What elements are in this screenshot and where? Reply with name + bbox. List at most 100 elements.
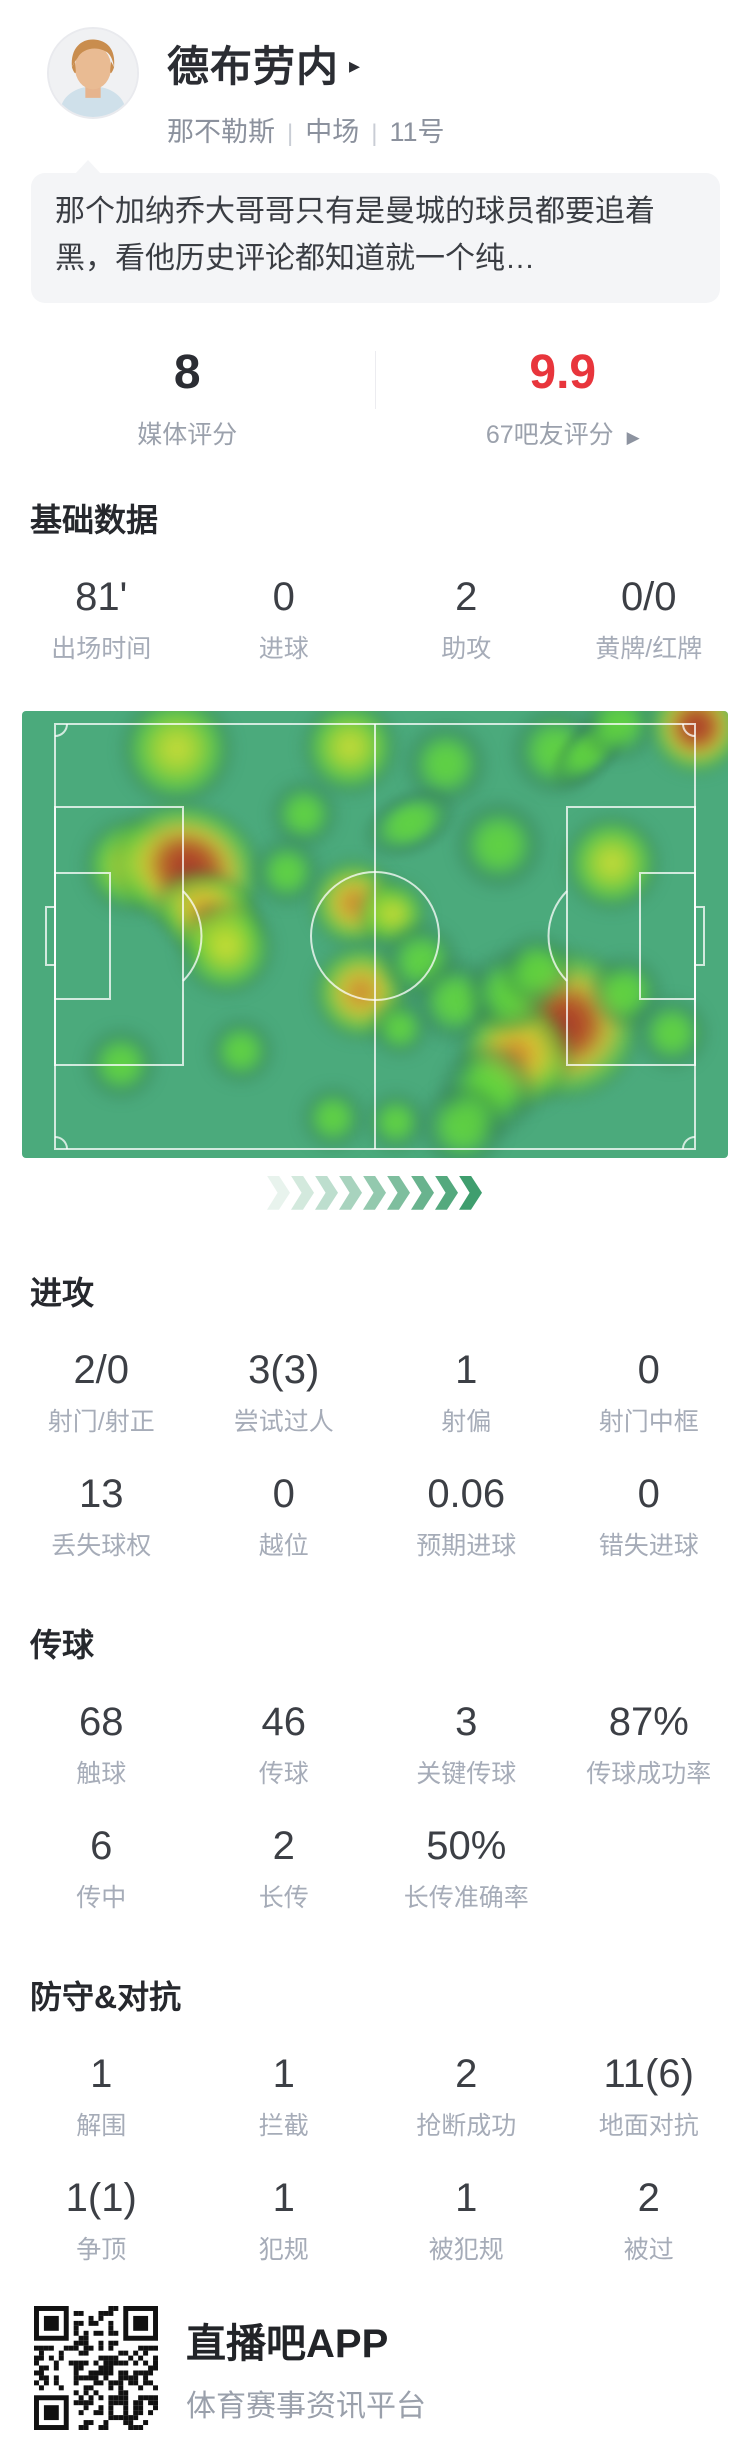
stat-label: 地面对抗 — [558, 2106, 741, 2142]
stat-label: 解围 — [10, 2106, 193, 2142]
fans-rating-link[interactable]: 67吧友评分 ▶ — [376, 415, 750, 451]
stat-label: 被过 — [558, 2230, 741, 2266]
stat-cell: 87% 传球成功率 — [558, 1700, 741, 1790]
stat-value: 87% — [558, 1700, 741, 1744]
pitch-lines — [22, 711, 728, 1158]
chevron-icon — [411, 1176, 434, 1210]
stat-value: 1 — [10, 2052, 193, 2096]
qr-code — [34, 2306, 158, 2430]
chevron-icon — [267, 1176, 290, 1210]
stat-value: 6 — [10, 1824, 193, 1868]
stat-value: 3(3) — [193, 1348, 376, 1392]
stat-label: 出场时间 — [10, 629, 193, 665]
section-title: 基础数据 — [30, 495, 750, 541]
stat-value: 3 — [375, 1700, 558, 1744]
meta-separator: | — [371, 120, 377, 147]
stat-cell: 2 被过 — [558, 2176, 741, 2266]
comment-bubble[interactable]: 那个加纳乔大哥哥只有是曼城的球员都要追着黑，看他历史评论都知道就一个纯… — [31, 173, 720, 303]
stat-value: 13 — [10, 1472, 193, 1516]
media-rating: 8 媒体评分 — [0, 349, 375, 451]
stat-label: 黄牌/红牌 — [558, 629, 741, 665]
stat-label: 尝试过人 — [193, 1402, 376, 1438]
stat-cell: 11(6) 地面对抗 — [558, 2052, 741, 2142]
chevron-icon — [291, 1176, 314, 1210]
stat-label: 犯规 — [193, 2230, 376, 2266]
stat-value: 2 — [375, 2052, 558, 2096]
comment-text: 那个加纳乔大哥哥只有是曼城的球员都要追着黑，看他历史评论都知道就一个纯… — [55, 195, 655, 275]
stat-label: 丢失球权 — [10, 1526, 193, 1562]
stat-label: 长传准确率 — [375, 1878, 558, 1914]
stat-cell: 13 丢失球权 — [10, 1472, 193, 1562]
heatmap-pitch — [22, 711, 728, 1158]
fans-rating-label: 67吧友评分 — [486, 421, 614, 449]
media-rating-label: 媒体评分 — [0, 415, 375, 451]
stat-value: 2 — [375, 575, 558, 619]
stat-label: 传球成功率 — [558, 1754, 741, 1790]
stat-label: 拦截 — [193, 2106, 376, 2142]
stat-cell: 0 射门中框 — [558, 1348, 741, 1438]
stat-value: 0 — [558, 1472, 741, 1516]
stat-cell: 1 解围 — [10, 2052, 193, 2142]
meta-item: 11号 — [389, 117, 444, 147]
stat-label: 被犯规 — [375, 2230, 558, 2266]
stat-cell: 2 长传 — [193, 1824, 376, 1914]
stat-cell: 3(3) 尝试过人 — [193, 1348, 376, 1438]
name-caret-icon: ▸ — [349, 53, 360, 79]
stat-label: 越位 — [193, 1526, 376, 1562]
stat-label: 射偏 — [375, 1402, 558, 1438]
stat-value: 0/0 — [558, 575, 741, 619]
avatar[interactable] — [47, 27, 139, 119]
fans-rating: 9.9 67吧友评分 ▶ — [376, 349, 750, 451]
stat-value: 2 — [558, 2176, 741, 2220]
stat-cell: 6 传中 — [10, 1824, 193, 1914]
stat-value: 0 — [558, 1348, 741, 1392]
stat-label: 抢断成功 — [375, 2106, 558, 2142]
stat-label: 触球 — [10, 1754, 193, 1790]
stat-label: 关键传球 — [375, 1754, 558, 1790]
stat-value: 46 — [193, 1700, 376, 1744]
player-meta: 那不勒斯|中场|11号 — [167, 110, 445, 149]
stat-cell: 50%长传准确率 — [375, 1824, 558, 1914]
meta-item: 那不勒斯 — [167, 117, 275, 147]
app-footer: 直播吧APP 体育赛事资讯平台 — [34, 2306, 750, 2430]
stat-cell: 3 关键传球 — [375, 1700, 558, 1790]
fans-rating-value: 9.9 — [376, 349, 750, 397]
stat-value: 68 — [10, 1700, 193, 1744]
meta-item: 中场 — [305, 117, 359, 147]
chevron-arrows — [0, 1176, 750, 1210]
stat-label: 预期进球 — [375, 1526, 558, 1562]
stat-value: 81' — [10, 575, 193, 619]
chevron-icon — [435, 1176, 458, 1210]
chevron-icon — [387, 1176, 410, 1210]
stat-cell: 2 抢断成功 — [375, 2052, 558, 2142]
stat-label: 助攻 — [375, 629, 558, 665]
stat-cell: 0/0 黄牌/红牌 — [558, 575, 741, 665]
app-tagline: 体育赛事资讯平台 — [186, 2381, 426, 2425]
chevron-icon — [315, 1176, 338, 1210]
player-name: 德布劳内 — [167, 33, 339, 94]
stat-value: 2 — [193, 1824, 376, 1868]
stat-value: 11(6) — [558, 2052, 741, 2096]
stat-label: 长传 — [193, 1878, 376, 1914]
stat-label: 射门/射正 — [10, 1402, 193, 1438]
stat-value: 0 — [193, 575, 376, 619]
chevron-icon — [339, 1176, 362, 1210]
stat-label: 射门中框 — [558, 1402, 741, 1438]
expand-arrow-icon: ▶ — [627, 428, 640, 447]
player-name-row[interactable]: 德布劳内 ▸ — [167, 33, 445, 94]
stat-label: 传中 — [10, 1878, 193, 1914]
